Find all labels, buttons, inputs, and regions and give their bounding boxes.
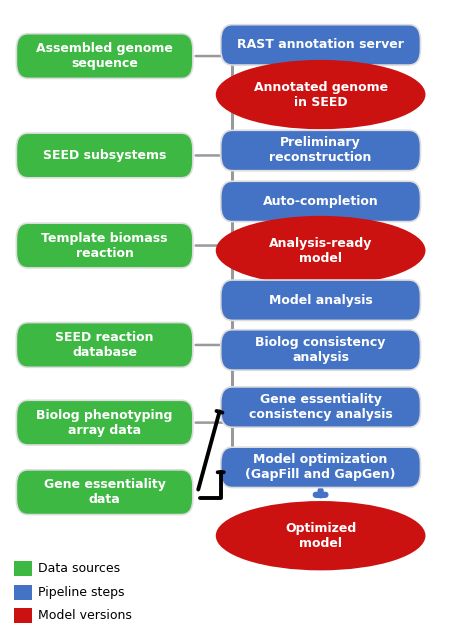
Ellipse shape: [216, 60, 426, 129]
Text: Preliminary
reconstruction: Preliminary reconstruction: [269, 136, 372, 164]
Text: Analysis-ready
model: Analysis-ready model: [269, 236, 372, 264]
Text: Model analysis: Model analysis: [269, 294, 373, 307]
FancyBboxPatch shape: [16, 323, 193, 367]
Text: SEED subsystems: SEED subsystems: [43, 149, 166, 162]
FancyBboxPatch shape: [221, 25, 420, 65]
Text: Biolog phenotyping
array data: Biolog phenotyping array data: [36, 409, 173, 437]
FancyBboxPatch shape: [14, 561, 32, 576]
Text: Template biomass
reaction: Template biomass reaction: [41, 231, 168, 259]
Text: Gene essentiality
data: Gene essentiality data: [44, 478, 165, 506]
FancyBboxPatch shape: [16, 133, 193, 178]
FancyBboxPatch shape: [221, 280, 420, 320]
FancyBboxPatch shape: [221, 330, 420, 370]
FancyBboxPatch shape: [16, 470, 193, 515]
FancyBboxPatch shape: [221, 131, 420, 171]
Text: Assembled genome
sequence: Assembled genome sequence: [36, 42, 173, 70]
Ellipse shape: [216, 501, 426, 571]
Text: Optimized
model: Optimized model: [285, 522, 356, 550]
Text: RAST annotation server: RAST annotation server: [237, 39, 404, 51]
FancyBboxPatch shape: [221, 447, 420, 488]
FancyBboxPatch shape: [16, 400, 193, 445]
FancyBboxPatch shape: [16, 223, 193, 268]
FancyBboxPatch shape: [221, 387, 420, 427]
Text: Data sources: Data sources: [38, 562, 120, 575]
FancyBboxPatch shape: [221, 181, 420, 222]
FancyBboxPatch shape: [14, 609, 32, 623]
Text: Annotated genome
in SEED: Annotated genome in SEED: [254, 81, 388, 108]
Text: Biolog consistency
analysis: Biolog consistency analysis: [255, 336, 386, 364]
Text: Pipeline steps: Pipeline steps: [38, 586, 125, 598]
Text: SEED reaction
database: SEED reaction database: [55, 331, 154, 359]
FancyBboxPatch shape: [16, 34, 193, 79]
FancyBboxPatch shape: [14, 585, 32, 600]
Text: Auto-completion: Auto-completion: [263, 195, 378, 208]
Text: Gene essentiality
consistency analysis: Gene essentiality consistency analysis: [249, 393, 392, 421]
Text: Model versions: Model versions: [38, 609, 132, 623]
Text: Model optimization
(GapFill and GapGen): Model optimization (GapFill and GapGen): [246, 453, 396, 481]
Ellipse shape: [216, 216, 426, 285]
